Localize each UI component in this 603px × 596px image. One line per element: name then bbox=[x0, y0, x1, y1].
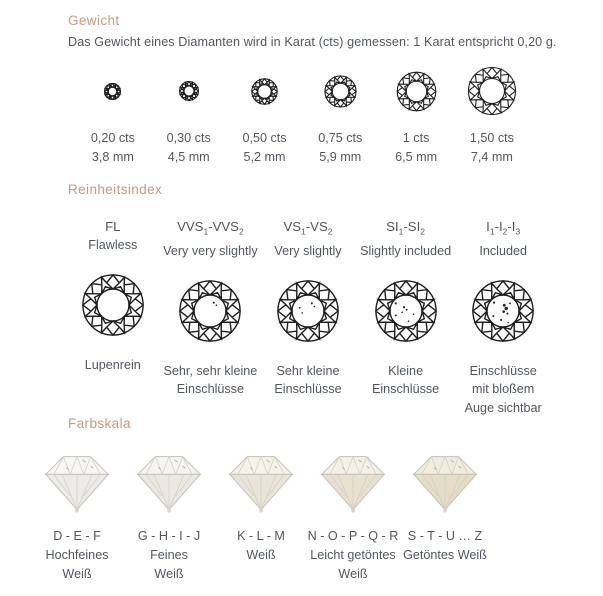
clarity-german-label: Einschlüsse mit bloßem Auge sichtbar bbox=[464, 363, 542, 415]
diamond-clarity-icon bbox=[471, 279, 535, 343]
diamond-clarity-icon bbox=[178, 279, 242, 343]
clarity-grade-label: FL bbox=[105, 219, 121, 234]
clarity-english-label: Very very slightly bbox=[163, 243, 258, 258]
clarity-column: SI1-SI2 Slightly included Kleine Einschlüs… bbox=[357, 217, 455, 417]
diameter-label: 4,5 mm bbox=[167, 150, 210, 164]
carat-label: 0,20 cts bbox=[90, 131, 135, 145]
clarity-section-heading: Reinheitsindex bbox=[68, 182, 163, 197]
diameter-label: 7,4 mm bbox=[470, 150, 513, 164]
diamond-clarity-icon bbox=[81, 273, 145, 337]
color-column: S - T - U … Z Getöntes Weiß bbox=[399, 450, 491, 583]
diameter-label: 5,2 mm bbox=[243, 150, 286, 164]
color-german-label: Getöntes Weiß bbox=[403, 548, 487, 562]
clarity-german-label: Sehr kleine Einschlüsse bbox=[274, 363, 342, 397]
clarity-column: VS1-VS2 Very slightly Sehr kleine Einschlüs… bbox=[259, 217, 357, 417]
color-german-label: Leicht getöntes Weiß bbox=[310, 548, 396, 581]
color-letters-label: G - H - I - J bbox=[137, 529, 201, 543]
weight-section-heading: Gewicht bbox=[68, 13, 120, 28]
diamond-sideview-image bbox=[411, 450, 479, 514]
carat-label: 0,30 cts bbox=[166, 131, 211, 145]
diamond-clarity-icon bbox=[276, 279, 340, 343]
diamond-topview-icon bbox=[178, 62, 199, 120]
weight-scale-row: 0,20 cts 3,8 mm 0,30 cts 4,5 mm 0,50 cts 5,2 … bbox=[75, 62, 530, 167]
color-letters-label: S - T - U … Z bbox=[407, 529, 483, 543]
color-column: D - E - F Hochfeines Weiß bbox=[31, 450, 123, 583]
diamond-sideview-image bbox=[319, 450, 387, 514]
weight-column: 1,50 cts 7,4 mm bbox=[454, 62, 530, 167]
diameter-label: 6,5 mm bbox=[395, 150, 438, 164]
clarity-column: VVS1-VVS2 Very very slightly Sehr, sehr kl… bbox=[162, 217, 260, 417]
clarity-german-label: Lupenrein bbox=[84, 358, 141, 372]
color-scale-row: D - E - F Hochfeines Weiß G - H - I - J Fein… bbox=[31, 450, 491, 583]
weight-column: 0,20 cts 3,8 mm bbox=[75, 62, 151, 167]
diamond-clarity-icon bbox=[374, 279, 438, 343]
weight-description: Das Gewicht eines Diamanten wird in Kara… bbox=[68, 35, 557, 49]
color-german-label: Weiß bbox=[246, 548, 276, 562]
weight-column: 1 cts 6,5 mm bbox=[378, 62, 454, 167]
weight-column: 0,30 cts 4,5 mm bbox=[151, 62, 227, 167]
weight-column: 0,75 cts 5,9 mm bbox=[302, 62, 378, 167]
color-letters-label: D - E - F bbox=[53, 529, 101, 543]
color-column: K - L - M Weiß bbox=[215, 450, 307, 583]
color-column: G - H - I - J Feines Weiß bbox=[123, 450, 215, 583]
carat-label: 1,50 cts bbox=[469, 131, 514, 145]
clarity-column: FL Flawless Lupenrein bbox=[64, 217, 162, 417]
clarity-grade-label: VS1-VS2 bbox=[283, 219, 333, 237]
diamond-topview-icon bbox=[104, 62, 122, 120]
color-letters-label: K - L - M bbox=[237, 529, 285, 543]
clarity-scale-row: FL Flawless Lupenrein VVS1-VVS2 Very very sl… bbox=[64, 217, 552, 417]
carat-label: 0,75 cts bbox=[318, 131, 363, 145]
clarity-grade-label: VVS1-VVS2 bbox=[177, 219, 244, 237]
clarity-english-label: Very slightly bbox=[274, 243, 342, 258]
color-column: N - O - P - Q - R Leicht getöntes Weiß bbox=[307, 450, 399, 583]
clarity-english-label: Flawless bbox=[88, 238, 138, 252]
color-letters-label: N - O - P - Q - R bbox=[307, 529, 399, 543]
color-section-heading: Farbskala bbox=[68, 416, 131, 431]
clarity-grade-label: I1-I2-I3 bbox=[486, 219, 521, 237]
weight-column: 0,50 cts 5,2 mm bbox=[227, 62, 303, 167]
diamond-sideview-image bbox=[227, 450, 295, 514]
diamond-topview-icon bbox=[395, 62, 437, 120]
carat-label: 0,50 cts bbox=[242, 131, 287, 145]
diamond-sideview-image bbox=[135, 450, 203, 514]
diameter-label: 5,9 mm bbox=[319, 150, 362, 164]
diamond-topview-icon bbox=[323, 62, 357, 120]
diameter-label: 3,8 mm bbox=[91, 150, 134, 164]
clarity-english-label: Slightly included bbox=[360, 243, 452, 258]
clarity-english-label: Included bbox=[479, 243, 527, 258]
clarity-german-label: Kleine Einschlüsse bbox=[371, 363, 440, 397]
color-german-label: Hochfeines Weiß bbox=[45, 548, 109, 581]
diamond-topview-icon bbox=[250, 62, 278, 120]
diamond-sideview-image bbox=[43, 450, 111, 514]
clarity-column: I1-I2-I3 Included Einschlüsse mit bloßem Aug… bbox=[454, 217, 552, 417]
carat-label: 1 cts bbox=[402, 131, 430, 145]
clarity-german-label: Sehr, sehr kleine Einschlüsse bbox=[163, 363, 258, 397]
diamond-topview-icon bbox=[467, 62, 517, 120]
color-german-label: Feines Weiß bbox=[150, 548, 188, 581]
clarity-grade-label: SI1-SI2 bbox=[386, 219, 425, 237]
